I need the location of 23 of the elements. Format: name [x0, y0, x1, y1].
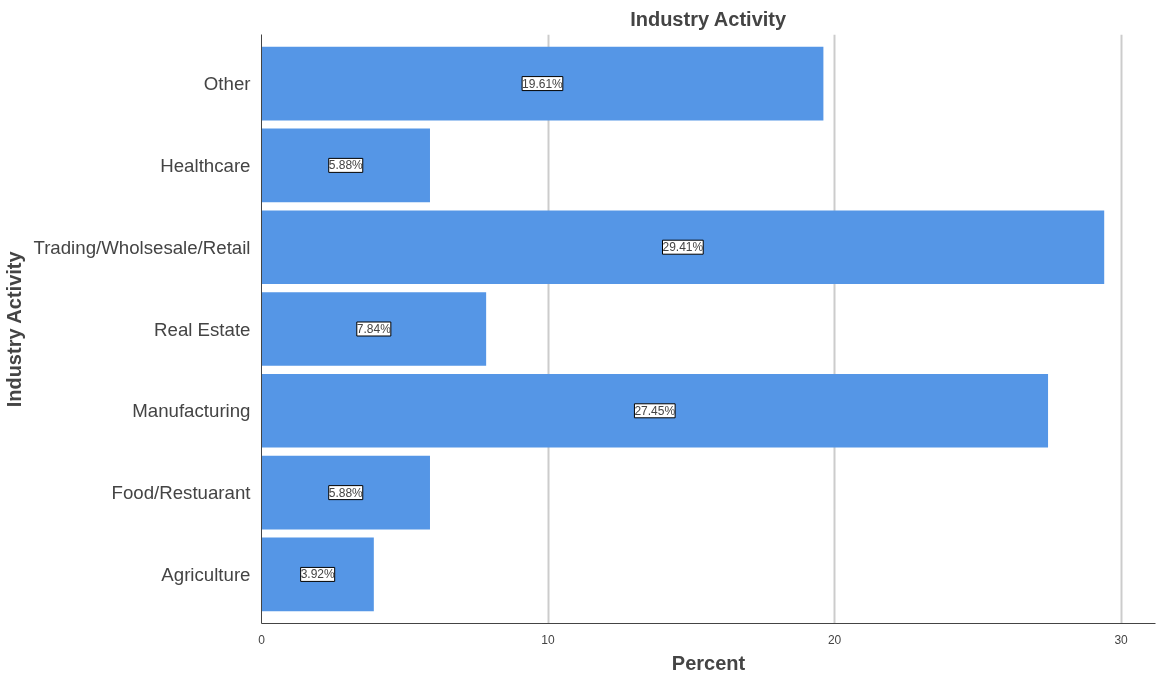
bar	[261, 210, 1105, 285]
bar	[261, 537, 374, 612]
data-label: 29.41%	[662, 240, 704, 255]
x-tick-label: 0	[258, 632, 266, 647]
x-tick-label: 10	[541, 632, 556, 647]
y-tick-label: Manufacturing	[132, 400, 251, 422]
bar	[261, 292, 487, 366]
x-axis-title: Percent	[671, 651, 746, 674]
bar	[261, 128, 430, 203]
y-tick-label: Trading/Wholsesale/Retail	[33, 236, 251, 258]
bar	[261, 373, 1049, 448]
y-axis-title: Industry Activity	[3, 250, 26, 408]
bar	[261, 46, 824, 121]
y-tick-label: Agriculture	[161, 563, 251, 585]
x-tick-label: 20	[827, 632, 842, 647]
x-tick-label: 30	[1114, 632, 1129, 647]
data-label: 27.45%	[634, 403, 676, 418]
y-tick-label: Food/Restuarant	[111, 482, 252, 504]
y-tick-label: Healthcare	[160, 154, 251, 176]
y-tick-label: Real Estate	[154, 318, 251, 340]
chart-title: Industry Activity	[630, 7, 787, 30]
bar	[261, 455, 430, 530]
y-tick-label: Other	[203, 73, 251, 95]
